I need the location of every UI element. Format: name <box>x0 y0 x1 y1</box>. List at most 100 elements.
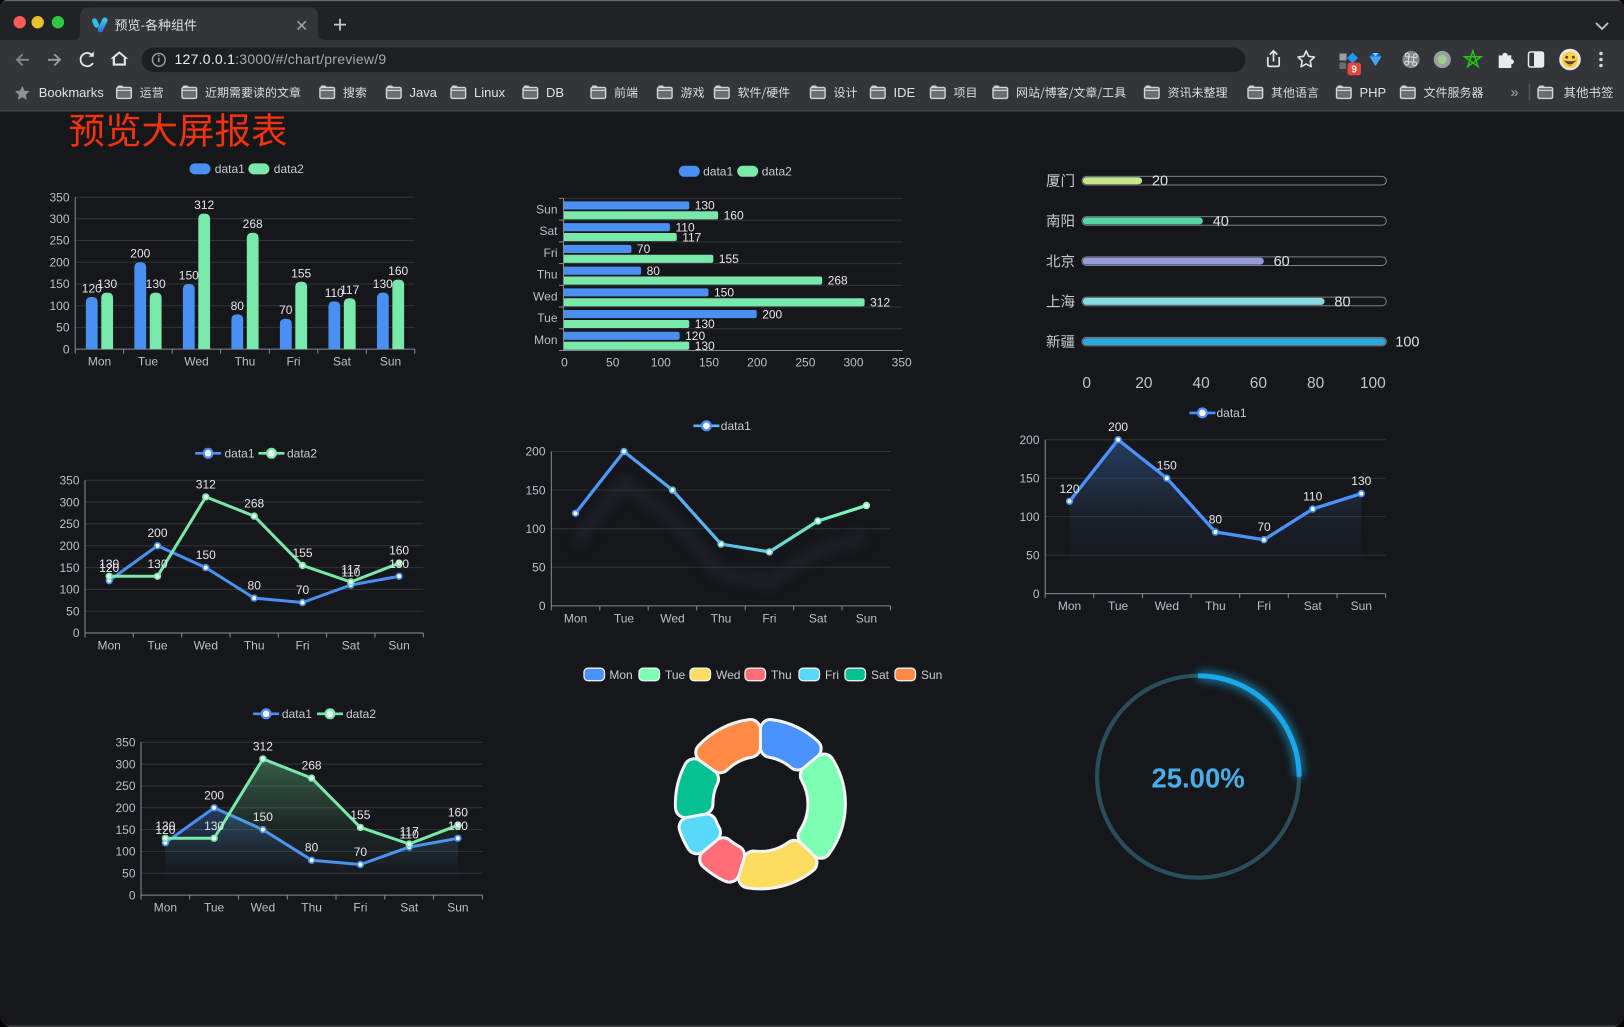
svg-text:350: 350 <box>59 474 79 488</box>
svg-text:130: 130 <box>695 199 715 213</box>
svg-text:117: 117 <box>682 230 701 244</box>
svg-text:130: 130 <box>695 317 715 331</box>
svg-text:Fri: Fri <box>1257 599 1271 613</box>
svg-text:Sat: Sat <box>342 638 361 652</box>
svg-text:150: 150 <box>49 277 69 291</box>
svg-text:70: 70 <box>354 845 368 859</box>
svg-text:70: 70 <box>296 583 310 597</box>
svg-text:Mon: Mon <box>609 668 632 682</box>
svg-text:268: 268 <box>828 274 848 288</box>
svg-text:155: 155 <box>291 266 311 280</box>
svg-text:Linux: Linux <box>474 85 506 100</box>
svg-text:250: 250 <box>49 234 69 248</box>
svg-text:127.0.0.1:3000/#/chart/preview: 127.0.0.1:3000/#/chart/preview/9 <box>175 51 387 67</box>
svg-text:Fri: Fri <box>353 900 367 914</box>
svg-text:117: 117 <box>340 283 359 297</box>
svg-text:160: 160 <box>388 264 408 278</box>
svg-text:80: 80 <box>231 299 245 313</box>
svg-text:100: 100 <box>115 845 135 859</box>
svg-text:Mon: Mon <box>1058 599 1081 613</box>
svg-text:200: 200 <box>49 255 69 269</box>
svg-text:110: 110 <box>1303 490 1322 504</box>
svg-text:130: 130 <box>204 819 224 833</box>
svg-text:Fri: Fri <box>296 638 310 652</box>
svg-text:268: 268 <box>244 497 264 511</box>
svg-text:350: 350 <box>892 355 912 369</box>
svg-text:Mon: Mon <box>98 638 121 652</box>
svg-text:0: 0 <box>539 599 546 613</box>
svg-text:130: 130 <box>373 277 393 291</box>
svg-text:0: 0 <box>1033 587 1040 601</box>
svg-text:0: 0 <box>129 888 136 902</box>
svg-text:data2: data2 <box>762 165 792 179</box>
svg-text:50: 50 <box>532 561 546 575</box>
svg-text:data2: data2 <box>274 162 304 176</box>
svg-text:data2: data2 <box>346 707 376 721</box>
svg-text:80: 80 <box>1334 294 1350 310</box>
svg-text:Tue: Tue <box>665 668 686 682</box>
svg-text:150: 150 <box>196 548 216 562</box>
svg-text:160: 160 <box>448 806 468 820</box>
svg-text:Sun: Sun <box>856 611 877 625</box>
svg-text:80: 80 <box>248 579 262 593</box>
svg-text:200: 200 <box>1108 420 1128 434</box>
svg-text:Tue: Tue <box>138 355 159 369</box>
svg-text:200: 200 <box>747 355 767 369</box>
svg-text:Wed: Wed <box>251 900 275 914</box>
svg-text:200: 200 <box>147 526 167 540</box>
svg-text:Wed: Wed <box>184 355 208 369</box>
svg-text:20: 20 <box>1152 174 1168 190</box>
svg-text:40: 40 <box>1213 214 1229 230</box>
svg-text:Thu: Thu <box>244 638 265 652</box>
svg-text:Sat: Sat <box>333 355 352 369</box>
svg-text:Mon: Mon <box>564 611 587 625</box>
svg-text:Sun: Sun <box>388 638 409 652</box>
svg-text:Thu: Thu <box>711 611 732 625</box>
svg-text:130: 130 <box>147 557 167 571</box>
svg-text:20: 20 <box>1135 375 1153 392</box>
svg-text:25.00%: 25.00% <box>1151 763 1244 794</box>
svg-text:200: 200 <box>525 445 545 459</box>
svg-text:Java: Java <box>410 85 438 100</box>
svg-text:312: 312 <box>253 739 273 753</box>
svg-text:50: 50 <box>1026 548 1040 562</box>
svg-text:100: 100 <box>1395 335 1419 351</box>
svg-text:117: 117 <box>341 563 360 577</box>
svg-text:110: 110 <box>341 566 360 580</box>
svg-text:data1: data1 <box>1217 406 1247 420</box>
svg-text:Fri: Fri <box>762 611 776 625</box>
svg-text:200: 200 <box>762 307 782 321</box>
svg-text:150: 150 <box>714 286 734 300</box>
svg-text:Fri: Fri <box>825 668 839 682</box>
svg-text:»: » <box>1510 85 1518 101</box>
svg-text:300: 300 <box>115 757 135 771</box>
svg-text:50: 50 <box>56 321 70 335</box>
svg-text:312: 312 <box>196 477 216 491</box>
svg-text:268: 268 <box>302 759 322 773</box>
svg-text:Bookmarks: Bookmarks <box>39 85 105 100</box>
svg-text:Tue: Tue <box>204 900 225 914</box>
svg-text:150: 150 <box>253 810 273 824</box>
svg-text:Tue: Tue <box>1108 599 1129 613</box>
svg-text:Mon: Mon <box>154 900 177 914</box>
svg-text:50: 50 <box>66 604 80 618</box>
svg-text:data1: data1 <box>703 165 733 179</box>
svg-text:0: 0 <box>1082 375 1091 392</box>
svg-text:110: 110 <box>676 220 695 234</box>
svg-text:Mon: Mon <box>534 333 557 347</box>
svg-text:Wed: Wed <box>716 668 740 682</box>
svg-text:130: 130 <box>155 819 175 833</box>
svg-text:0: 0 <box>63 342 70 356</box>
svg-text:200: 200 <box>115 801 135 815</box>
svg-text:Thu: Thu <box>771 668 792 682</box>
svg-text:268: 268 <box>243 217 263 231</box>
svg-text:300: 300 <box>49 212 69 226</box>
svg-text:100: 100 <box>525 522 545 536</box>
svg-text:150: 150 <box>1157 459 1177 473</box>
svg-text:200: 200 <box>130 247 150 261</box>
svg-text:110: 110 <box>325 286 344 300</box>
svg-text:200: 200 <box>1019 433 1039 447</box>
svg-text:60: 60 <box>1274 254 1290 270</box>
svg-text:150: 150 <box>115 823 135 837</box>
svg-text:40: 40 <box>1192 375 1210 392</box>
